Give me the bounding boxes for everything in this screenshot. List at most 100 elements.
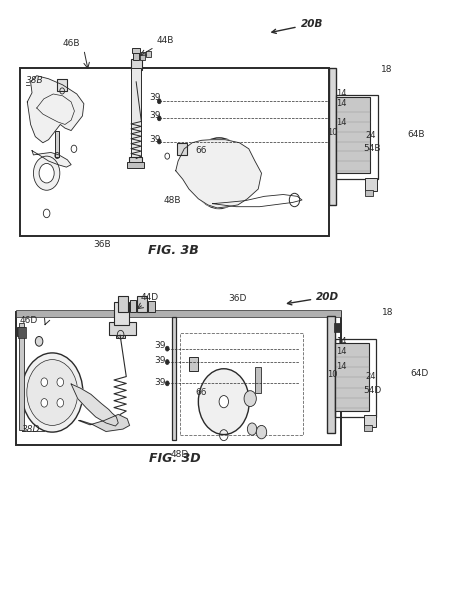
Bar [129, 157, 142, 164]
Bar [55, 131, 59, 157]
Polygon shape [32, 151, 71, 167]
Circle shape [41, 398, 47, 407]
Text: 54B: 54B [363, 144, 381, 154]
Text: 39: 39 [149, 135, 161, 144]
Circle shape [165, 381, 169, 386]
Bar [189, 357, 198, 371]
Text: 24: 24 [365, 131, 376, 140]
Text: 24: 24 [365, 371, 376, 381]
Bar [131, 69, 141, 161]
Bar [328, 316, 335, 433]
Circle shape [165, 360, 169, 365]
Bar [109, 322, 136, 335]
Text: 39: 39 [154, 341, 165, 350]
Bar [114, 302, 128, 325]
Text: 39: 39 [154, 378, 165, 387]
Text: 18: 18 [381, 65, 392, 74]
Circle shape [256, 425, 267, 439]
Text: 48D: 48D [170, 450, 189, 459]
Circle shape [57, 378, 64, 386]
Bar [364, 425, 372, 431]
Bar [365, 190, 373, 196]
Bar [129, 300, 136, 312]
Bar [337, 95, 378, 179]
Circle shape [219, 395, 228, 408]
Bar [365, 178, 377, 192]
Text: 38D: 38D [22, 425, 40, 434]
Text: 64B: 64B [408, 130, 425, 139]
Circle shape [27, 360, 78, 425]
Polygon shape [212, 380, 235, 423]
Text: 46B: 46B [63, 39, 80, 48]
Bar [20, 69, 329, 236]
Bar [148, 301, 155, 312]
Bar [130, 59, 142, 70]
Text: 20D: 20D [287, 292, 339, 305]
Text: 48B: 48B [163, 196, 181, 206]
Polygon shape [71, 384, 118, 426]
Text: 18: 18 [382, 308, 393, 316]
Text: 36B: 36B [93, 240, 111, 249]
Bar [127, 162, 144, 168]
Polygon shape [207, 150, 231, 196]
Polygon shape [40, 381, 64, 400]
Bar [18, 327, 25, 337]
Bar [132, 48, 140, 53]
Circle shape [157, 116, 161, 121]
Circle shape [39, 163, 54, 183]
Bar [180, 333, 303, 435]
Circle shape [57, 398, 64, 407]
Text: 14: 14 [336, 89, 346, 99]
Bar [146, 51, 151, 58]
Text: FIG. 3D: FIG. 3D [149, 452, 201, 465]
Bar [364, 415, 376, 427]
Text: 38B: 38B [26, 76, 44, 84]
Text: 14: 14 [336, 362, 346, 371]
Bar [19, 323, 24, 430]
Bar [329, 68, 337, 205]
Text: 14: 14 [336, 99, 346, 108]
Bar [177, 143, 187, 155]
Bar [17, 310, 341, 317]
Bar [334, 323, 340, 332]
Circle shape [41, 378, 47, 386]
Text: FIG. 3B: FIG. 3B [148, 244, 199, 257]
Bar [117, 322, 125, 338]
Text: 66: 66 [196, 388, 207, 397]
Circle shape [247, 423, 257, 435]
Circle shape [36, 337, 43, 346]
Text: 44B: 44B [157, 36, 174, 45]
Bar [255, 367, 261, 392]
Text: 64D: 64D [410, 368, 428, 378]
Bar [335, 343, 369, 411]
Text: 36D: 36D [229, 294, 247, 303]
Text: 44D: 44D [141, 293, 159, 302]
Text: 66: 66 [196, 146, 207, 155]
Text: 14: 14 [336, 118, 346, 127]
Circle shape [22, 353, 83, 432]
Polygon shape [27, 76, 84, 143]
Bar [17, 312, 341, 445]
Text: 20B: 20B [272, 19, 323, 34]
Bar [335, 339, 376, 417]
Bar [18, 327, 26, 338]
Text: 46D: 46D [20, 316, 38, 325]
Text: 10: 10 [328, 128, 338, 137]
Bar [57, 79, 67, 91]
Circle shape [192, 138, 246, 209]
Circle shape [244, 390, 256, 406]
Bar [115, 316, 125, 326]
Text: 14: 14 [336, 337, 346, 346]
Circle shape [157, 99, 161, 104]
Bar [133, 52, 139, 60]
Polygon shape [176, 140, 262, 208]
Bar [140, 52, 145, 60]
Text: 10: 10 [328, 370, 338, 379]
Text: 39: 39 [154, 356, 165, 365]
Text: 39: 39 [149, 111, 161, 121]
Text: 39: 39 [149, 93, 161, 102]
Bar [172, 317, 176, 440]
Circle shape [34, 156, 60, 190]
Circle shape [198, 369, 249, 435]
Circle shape [157, 139, 161, 144]
